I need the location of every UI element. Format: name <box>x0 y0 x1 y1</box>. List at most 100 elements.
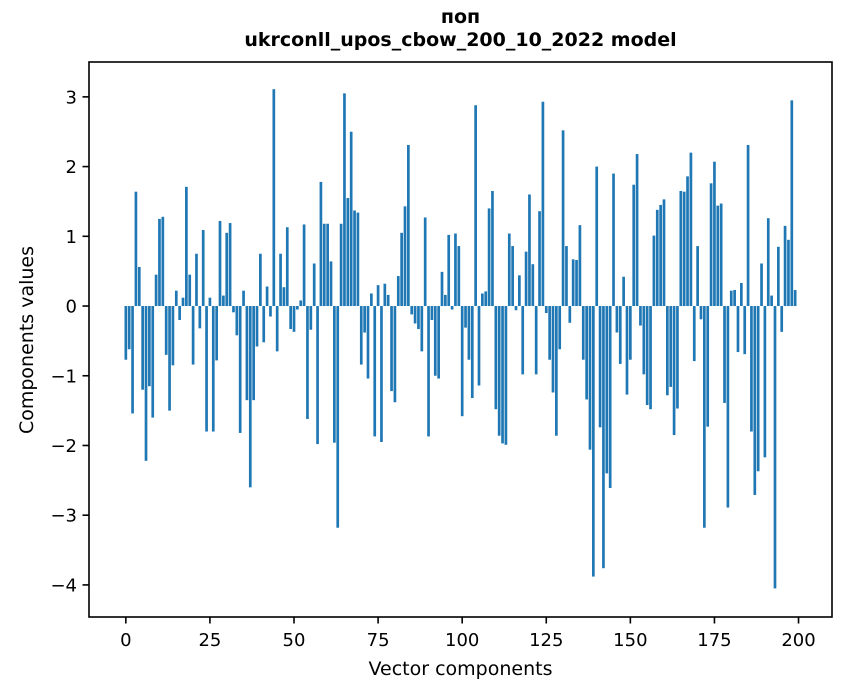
x-tick-label: 50 <box>283 630 306 651</box>
bar <box>444 294 447 307</box>
bar <box>548 306 551 360</box>
bar <box>134 191 138 307</box>
bar <box>211 306 215 432</box>
bar <box>366 306 370 379</box>
bar <box>679 190 683 307</box>
y-tick-label: −2 <box>50 436 77 457</box>
bar <box>524 251 528 307</box>
y-tick-label: −3 <box>50 506 77 527</box>
bar <box>124 306 128 360</box>
bar <box>487 208 491 307</box>
bar <box>750 306 753 432</box>
bar <box>346 197 350 307</box>
bar <box>521 306 525 375</box>
bar <box>430 306 434 320</box>
bar <box>238 306 242 433</box>
bar <box>339 223 343 307</box>
bar <box>592 306 595 577</box>
bar <box>565 246 568 307</box>
bar <box>359 306 363 365</box>
bar <box>333 306 336 443</box>
bar <box>518 275 521 307</box>
bar <box>440 271 444 307</box>
bar <box>501 306 504 444</box>
bar <box>504 306 508 445</box>
bar <box>470 306 474 399</box>
bar <box>639 306 642 326</box>
bar <box>514 306 518 311</box>
bar <box>713 161 716 307</box>
bar <box>302 224 306 307</box>
bar <box>740 283 743 307</box>
bar <box>581 306 585 360</box>
bar <box>662 199 666 307</box>
bar <box>185 186 188 307</box>
y-tick-label: −1 <box>50 366 77 387</box>
bar <box>151 306 155 418</box>
bar <box>164 306 168 355</box>
bar <box>598 306 602 428</box>
bar <box>777 246 780 307</box>
bar <box>383 283 387 307</box>
bar <box>450 306 454 310</box>
bar <box>386 294 390 307</box>
bar <box>760 263 763 307</box>
bar <box>676 306 679 409</box>
bar <box>790 100 794 307</box>
bar <box>370 293 373 307</box>
x-tick-label: 175 <box>697 630 731 651</box>
bar <box>642 306 646 375</box>
bar <box>699 306 703 320</box>
bar <box>417 306 420 330</box>
bar <box>615 306 619 333</box>
bar <box>447 234 451 307</box>
bar <box>376 285 380 307</box>
bar <box>393 306 397 403</box>
bar <box>491 190 494 307</box>
bar <box>413 306 417 324</box>
x-tick-label: 100 <box>445 630 479 651</box>
bar <box>551 306 555 393</box>
bar <box>427 306 430 437</box>
chart-subtitle: ukrconll_upos_cbow_200_10_2022 model <box>244 29 677 51</box>
bar <box>252 306 255 401</box>
bar <box>655 209 659 307</box>
bar <box>292 306 296 332</box>
bar <box>756 306 760 472</box>
bar <box>763 306 767 458</box>
bar <box>225 232 229 307</box>
bar <box>319 181 323 307</box>
bar <box>605 306 609 474</box>
bar <box>787 239 790 307</box>
bar <box>632 184 636 307</box>
bar <box>659 204 662 307</box>
x-axis-label: Vector components <box>368 658 553 680</box>
bar <box>612 173 615 307</box>
bar <box>568 306 572 323</box>
bar <box>168 306 171 411</box>
bar <box>396 276 400 307</box>
bar <box>793 290 797 307</box>
bar <box>595 166 599 307</box>
bar <box>215 306 218 361</box>
bar <box>423 217 427 307</box>
bar <box>316 306 319 445</box>
bar <box>783 225 787 307</box>
bar <box>696 246 699 307</box>
bar <box>766 218 770 307</box>
bar <box>753 306 757 495</box>
bar <box>746 144 750 307</box>
x-tick-label: 200 <box>781 630 815 651</box>
bar <box>265 286 269 307</box>
bar <box>608 306 612 489</box>
bar <box>299 300 303 307</box>
bar <box>141 306 144 390</box>
bar <box>770 295 773 307</box>
bar <box>373 306 377 437</box>
bar <box>629 306 632 360</box>
bar <box>228 223 232 307</box>
bar <box>531 264 535 307</box>
bar <box>161 216 165 307</box>
bar <box>195 253 198 307</box>
bar <box>538 211 541 307</box>
